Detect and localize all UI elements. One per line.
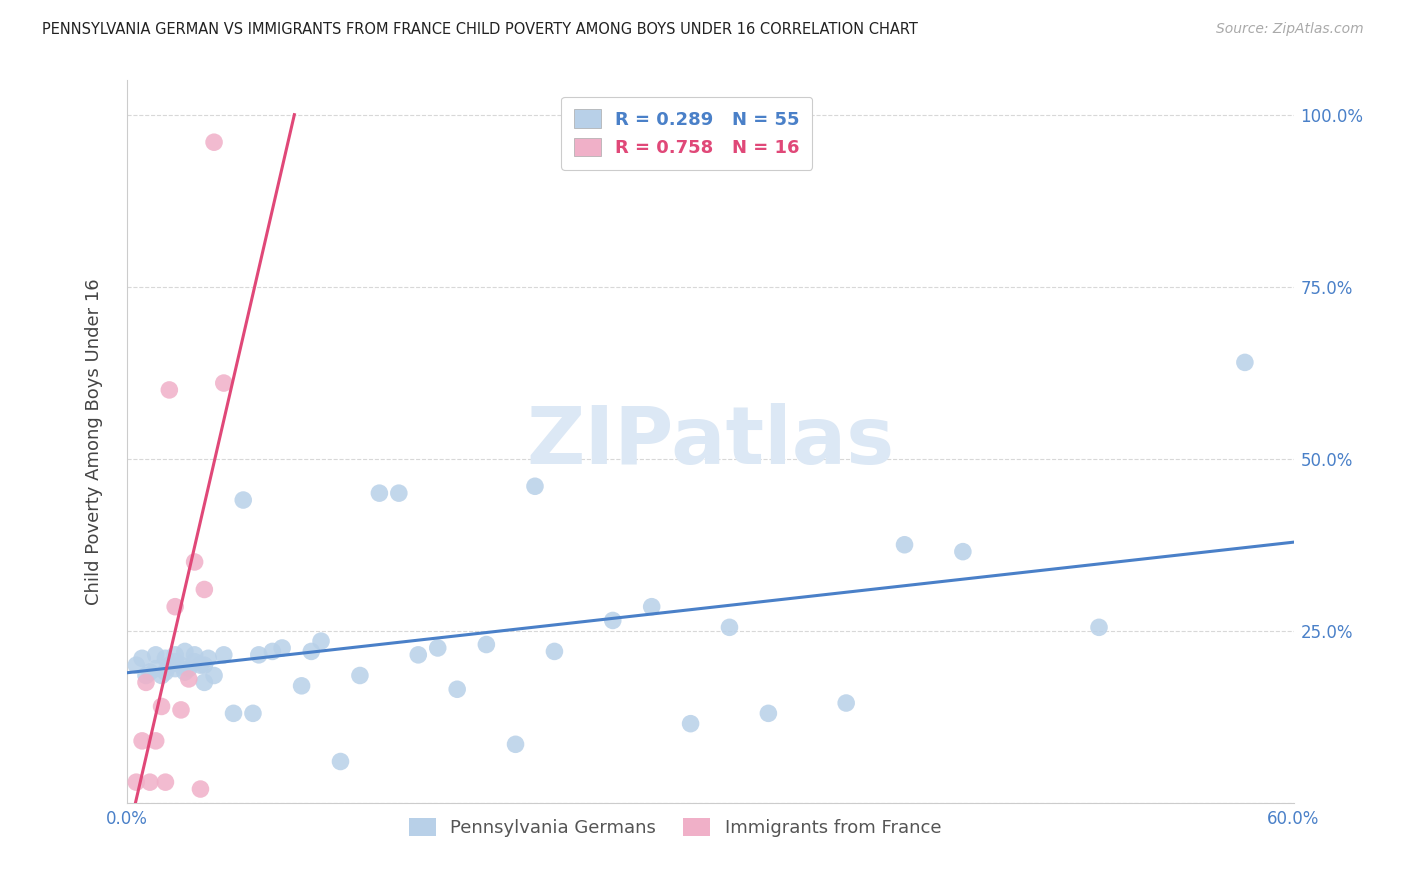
Point (145, 648, 167, 662)
Point (329, 755, 352, 769)
Point (408, 648, 430, 662)
Point (388, 486, 411, 500)
Legend: Pennsylvania Germans, Immigrants from France: Pennsylvania Germans, Immigrants from Fr… (402, 811, 949, 845)
Point (125, 775, 148, 789)
Point (150, 699, 173, 714)
Point (349, 668, 371, 682)
Point (183, 555, 205, 569)
Point (1088, 620, 1111, 634)
Point (835, 696, 858, 710)
Point (170, 703, 193, 717)
Point (641, 599, 664, 614)
Point (190, 658, 212, 673)
Text: PENNSYLVANIA GERMAN VS IMMIGRANTS FROM FRANCE CHILD POVERTY AMONG BOYS UNDER 16 : PENNSYLVANIA GERMAN VS IMMIGRANTS FROM F… (42, 22, 918, 37)
Point (157, 383, 180, 397)
Point (426, 640, 449, 655)
Point (718, 620, 741, 634)
Point (155, 651, 177, 665)
Point (139, 775, 162, 789)
Point (505, 737, 527, 751)
Point (177, 662, 200, 676)
Point (222, 706, 245, 721)
Point (952, 544, 974, 558)
Point (165, 648, 187, 662)
Point (247, 648, 270, 662)
Point (139, 665, 162, 679)
Point (165, 655, 187, 669)
Point (309, 634, 332, 648)
Text: ZIPatlas: ZIPatlas (526, 402, 894, 481)
Point (145, 662, 167, 676)
Point (756, 706, 779, 721)
Point (197, 651, 219, 665)
Point (1233, 355, 1256, 369)
Point (174, 644, 197, 658)
Point (193, 675, 215, 690)
Point (183, 648, 205, 662)
Point (271, 640, 294, 655)
Point (523, 479, 546, 493)
Point (202, 668, 225, 682)
Point (135, 675, 157, 690)
Point (157, 658, 180, 673)
Point (170, 658, 193, 673)
Point (155, 775, 177, 789)
Point (679, 716, 702, 731)
Point (174, 665, 197, 679)
Point (543, 644, 565, 658)
Point (262, 644, 284, 658)
Point (155, 665, 177, 679)
Point (475, 638, 498, 652)
Point (602, 614, 624, 628)
Point (299, 644, 322, 658)
Point (135, 668, 157, 682)
Point (145, 734, 167, 748)
Point (893, 538, 915, 552)
Point (190, 782, 212, 797)
Point (131, 651, 153, 665)
Point (242, 706, 264, 721)
Point (193, 582, 215, 597)
Point (202, 135, 225, 149)
Point (232, 493, 254, 508)
Point (131, 734, 153, 748)
Point (125, 658, 148, 673)
Point (165, 599, 187, 614)
Point (212, 376, 235, 390)
Point (177, 672, 200, 686)
Point (290, 679, 312, 693)
Point (165, 662, 187, 676)
Point (193, 658, 215, 673)
Y-axis label: Child Poverty Among Boys Under 16: Child Poverty Among Boys Under 16 (84, 278, 103, 605)
Point (368, 486, 391, 500)
Point (212, 648, 235, 662)
Point (446, 682, 468, 697)
Point (150, 668, 173, 682)
Point (183, 655, 205, 669)
Text: Source: ZipAtlas.com: Source: ZipAtlas.com (1216, 22, 1364, 37)
